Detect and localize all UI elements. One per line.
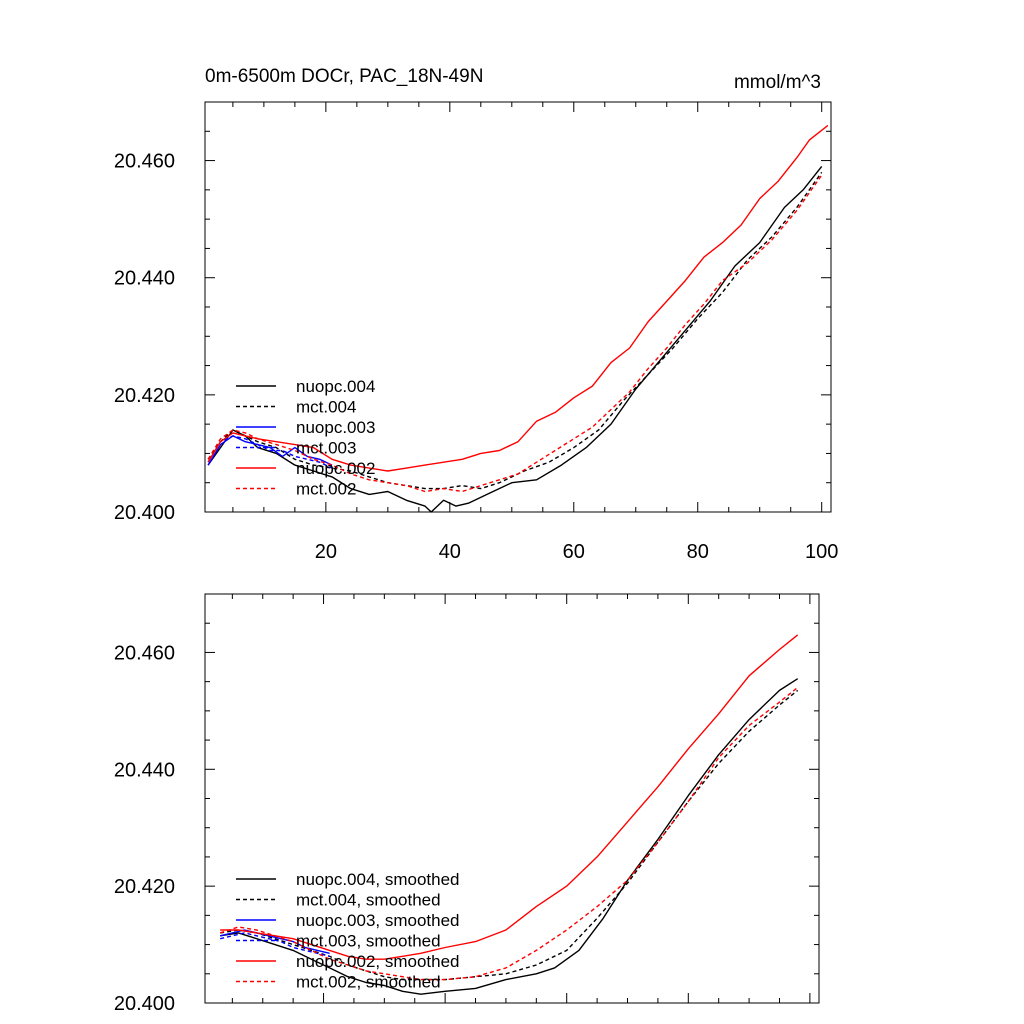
top-chart-panel: 20.400 20.420 20.440 20.460 20 40 60 80 100 0m-65…	[114, 66, 839, 563]
series-line-nuopc-002	[207, 124, 829, 472]
series-line-nuopc-003-smoothed	[220, 929, 330, 954]
legend-label: mct.004	[296, 398, 356, 417]
y-tick-label: 20.420	[114, 876, 175, 898]
series-line-nuopc-002-smoothed	[220, 634, 799, 960]
y-tick-label: 20.440	[114, 268, 175, 290]
y-tick-label: 20.400	[114, 502, 175, 524]
bottom-chart-panel: 20.400 20.420 20.440 20.460 nuopc.004, smoot…	[114, 593, 820, 1015]
legend-label: nuopc.002	[296, 459, 375, 478]
series-line-nuopc-004	[207, 165, 823, 513]
legend-label: nuopc.003, smoothed	[296, 911, 460, 930]
x-tick-label: 20	[315, 541, 337, 563]
series-line-nuopc-003	[207, 435, 333, 466]
x-tick-label: 100	[805, 541, 838, 563]
legend-label: mct.004, smoothed	[296, 891, 441, 910]
series-line-mct-002	[207, 174, 823, 493]
legend-label: mct.003, smoothed	[296, 932, 441, 951]
legend-label: nuopc.003	[296, 418, 375, 437]
legend-label: mct.003	[296, 439, 356, 458]
y-tick-label: 20.420	[114, 385, 175, 407]
series-line-nuopc-004-smoothed	[220, 678, 799, 995]
units-label: mmol/m^3	[734, 72, 821, 93]
legend-label: nuopc.002, smoothed	[296, 952, 460, 971]
series-line-mct-002-smoothed	[219, 686, 799, 981]
legend-label: mct.002	[296, 480, 356, 499]
chart-title: 0m-6500m DOCr, PAC_18N-49N	[205, 66, 483, 87]
y-tick-label: 20.460	[114, 151, 175, 173]
series-line-mct-004	[207, 171, 823, 490]
y-tick-label: 20.400	[114, 993, 175, 1015]
y-tick-label: 20.460	[114, 642, 175, 664]
series-line-mct-003	[207, 435, 333, 469]
x-tick-label: 80	[687, 541, 709, 563]
x-tick-label: 40	[439, 541, 461, 563]
x-tick-label: 60	[563, 541, 585, 563]
legend-label: nuopc.004, smoothed	[296, 870, 460, 889]
legend-label: nuopc.004	[296, 377, 375, 396]
legend-label: mct.002, smoothed	[296, 973, 441, 992]
y-tick-label: 20.440	[114, 759, 175, 781]
